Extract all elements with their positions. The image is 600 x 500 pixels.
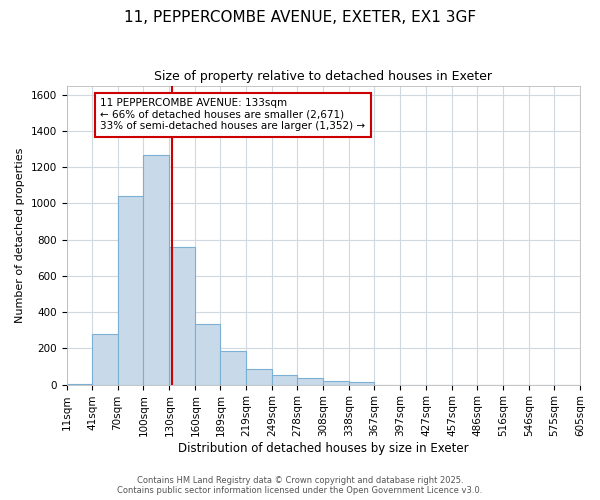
Bar (143, 156, 169, 384)
Text: 11 PEPPERCOMBE AVENUE: 133sqm
← 66% of detached houses are smaller (2,671)
33% o: 11 PEPPERCOMBE AVENUE: 133sqm ← 66% of d… (100, 98, 365, 132)
X-axis label: Distribution of detached houses by size in Exeter: Distribution of detached houses by size … (178, 442, 469, 455)
Bar (349, 382, 374, 384)
Bar (196, 324, 220, 384)
Bar (118, 196, 143, 384)
Bar (247, 369, 272, 384)
Text: Contains HM Land Registry data © Crown copyright and database right 2025.
Contai: Contains HM Land Registry data © Crown c… (118, 476, 482, 495)
Bar (220, 351, 247, 384)
Bar (298, 378, 323, 384)
Bar (92, 334, 118, 384)
Text: 11, PEPPERCOMBE AVENUE, EXETER, EX1 3GF: 11, PEPPERCOMBE AVENUE, EXETER, EX1 3GF (124, 10, 476, 25)
Y-axis label: Number of detached properties: Number of detached properties (15, 148, 25, 323)
Bar (272, 374, 298, 384)
Title: Size of property relative to detached houses in Exeter: Size of property relative to detached ho… (154, 70, 492, 83)
Bar (323, 380, 349, 384)
Bar (169, 247, 196, 384)
